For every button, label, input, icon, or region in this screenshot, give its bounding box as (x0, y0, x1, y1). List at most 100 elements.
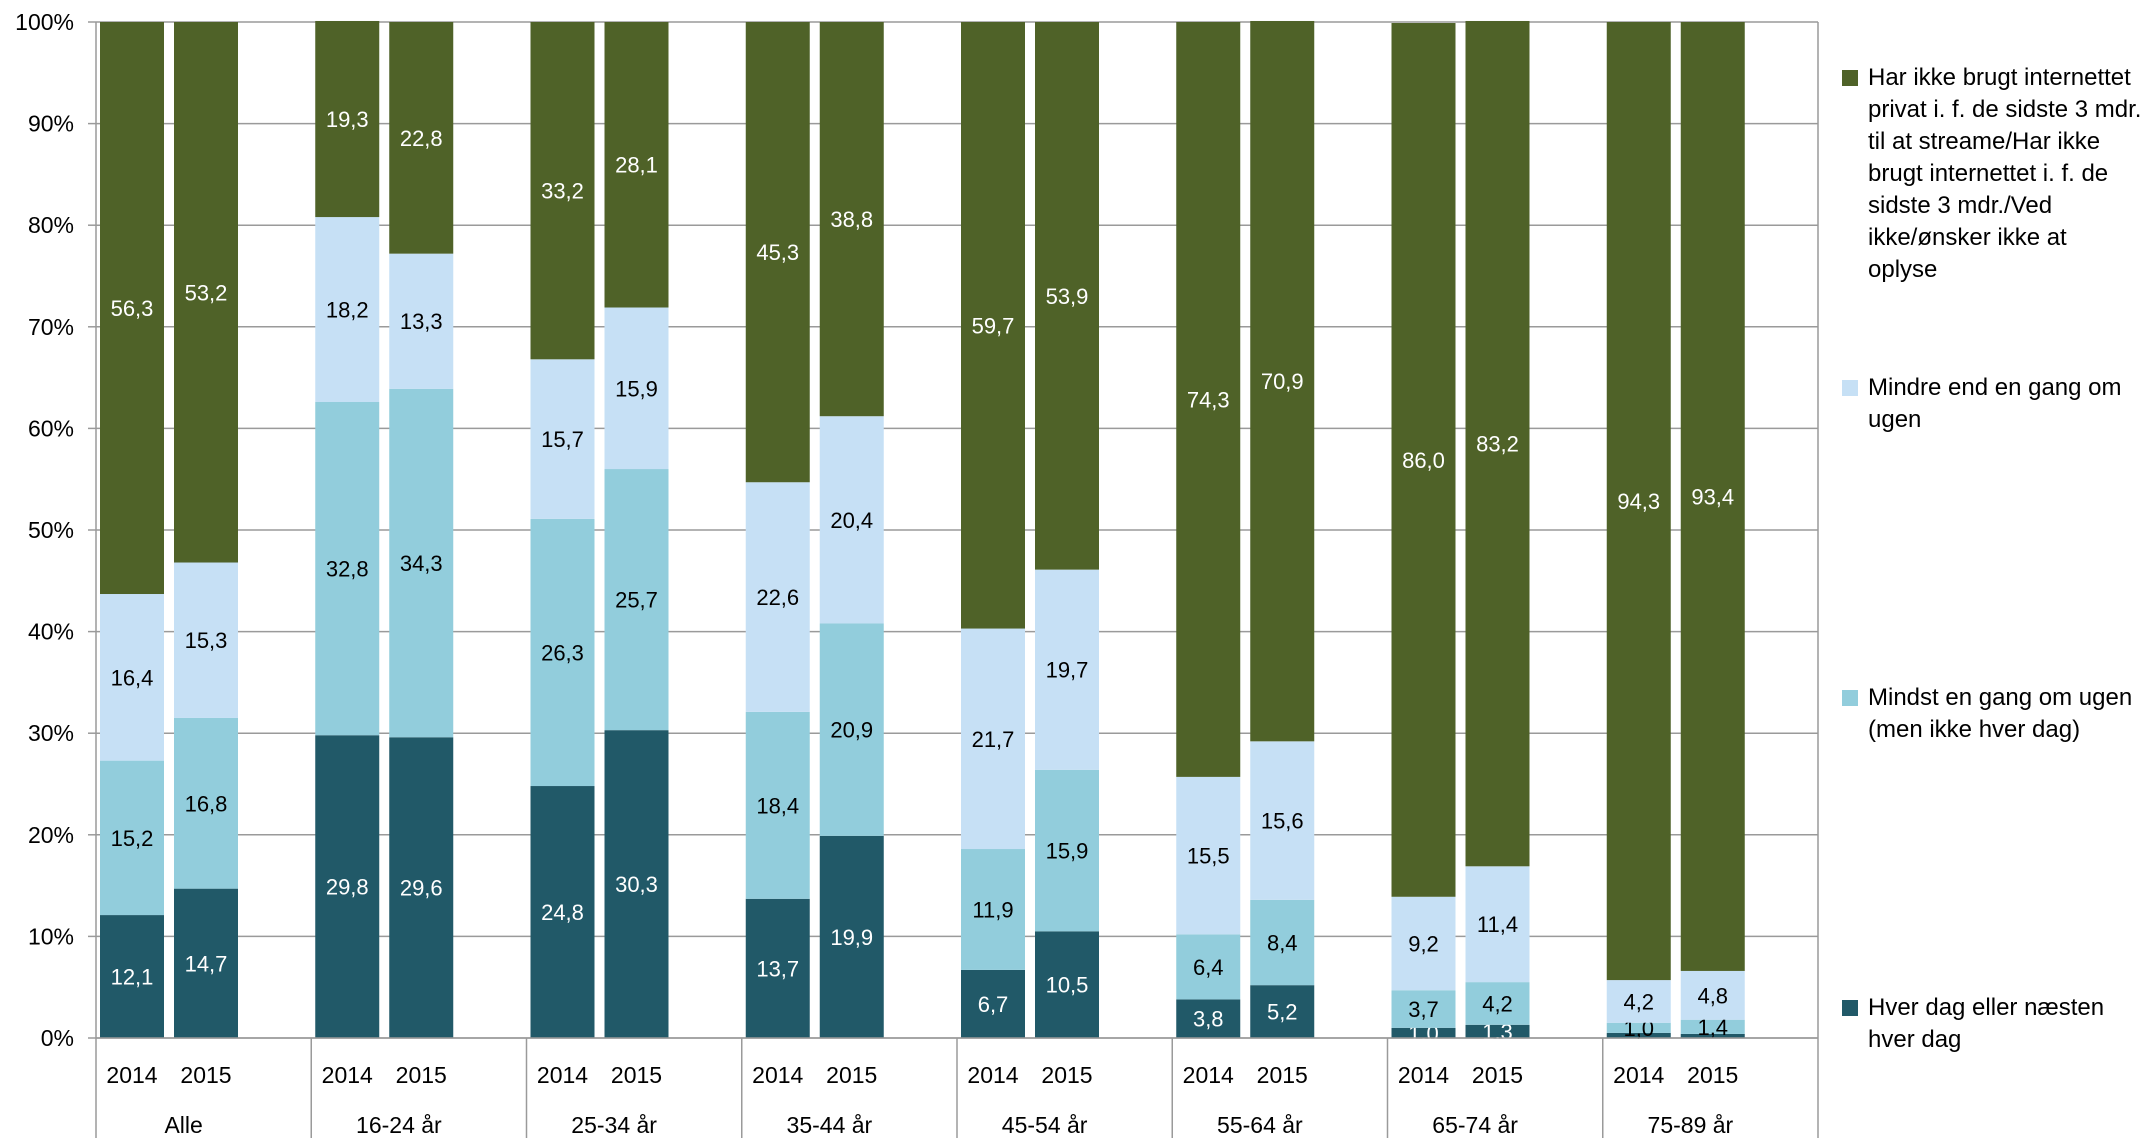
bar-segment (174, 717, 238, 889)
x-year-label: 2014 (967, 1062, 1018, 1088)
bar-segment (961, 969, 1025, 1038)
data-label: 53,9 (1046, 284, 1089, 309)
bar-segment (604, 22, 669, 308)
data-label: 33,2 (541, 179, 584, 204)
data-label: 25,7 (615, 588, 658, 613)
bar-segment (1391, 990, 1456, 1028)
x-year-label: 2014 (106, 1062, 157, 1088)
bar-segment (174, 22, 238, 563)
bar-segment (1680, 1033, 1745, 1038)
data-label: 94,3 (1617, 489, 1660, 514)
bar-segment (1176, 999, 1241, 1038)
bar-segment (100, 22, 164, 595)
data-label: 18,4 (756, 793, 799, 818)
x-year-label: 2015 (1257, 1062, 1308, 1088)
x-year-label: 2014 (752, 1062, 803, 1088)
bar-segment (961, 849, 1025, 970)
data-label: 9,2 (1408, 932, 1439, 957)
data-label: 12,1 (111, 965, 154, 990)
data-label: 28,1 (615, 153, 658, 178)
data-label: 53,2 (185, 280, 228, 305)
data-label: 15,2 (111, 826, 154, 851)
bar-segment (389, 388, 454, 738)
bar-segment (530, 518, 595, 787)
bar-segment (1465, 866, 1530, 983)
bar-segment (1606, 1032, 1671, 1038)
data-label: 32,8 (326, 557, 369, 582)
data-label: 29,8 (326, 875, 369, 900)
data-label: 15,9 (615, 376, 658, 401)
x-year-label: 2015 (826, 1062, 877, 1088)
y-tick-label: 80% (28, 212, 74, 238)
legend-swatch (1842, 70, 1858, 86)
bar-segment (961, 22, 1025, 629)
bar-segment (745, 482, 810, 712)
data-label: 10,5 (1046, 973, 1089, 998)
data-label: 18,2 (326, 298, 369, 323)
bar-segment (1250, 899, 1315, 986)
y-tick-label: 60% (28, 415, 74, 441)
bar-segment (1250, 985, 1315, 1038)
bar-segment (819, 22, 884, 417)
data-label: 22,6 (756, 585, 799, 610)
bar-segment (604, 307, 669, 470)
data-label: 74,3 (1187, 387, 1230, 412)
bar-segment (604, 469, 669, 731)
bar-segment (819, 416, 884, 624)
bar-segment (1606, 22, 1671, 981)
bar-segment (174, 562, 238, 718)
data-label: 15,6 (1261, 809, 1304, 834)
data-label: 22,8 (400, 126, 443, 151)
bar-segment (1391, 1027, 1456, 1038)
bar-segment (315, 20, 380, 218)
bar-segment (389, 253, 454, 389)
x-group-label: 75-89 år (1648, 1112, 1734, 1138)
bar-segment (1465, 982, 1530, 1025)
bar-segment (315, 735, 380, 1038)
data-label: 15,3 (185, 628, 228, 653)
x-year-label: 2015 (611, 1062, 662, 1088)
x-year-label: 2015 (1472, 1062, 1523, 1088)
stacked-bar-chart: 0% 10% 20% 30% 40% 50% 60% 70% 80% 90% 100% 12,1 15,… (15, 9, 1819, 1138)
bar-segment (530, 786, 595, 1038)
legend-swatch (1842, 1000, 1858, 1016)
data-label: 3,7 (1408, 997, 1439, 1022)
legend-label-line: til at streame/Har ikke (1868, 128, 2101, 155)
bar-segment (174, 888, 238, 1038)
data-label: 19,3 (326, 107, 369, 132)
y-tick-label: 10% (28, 923, 74, 949)
legend-label-line: brugt internettet i. f. de (1868, 160, 2109, 187)
data-label: 16,8 (185, 791, 228, 816)
bar-segment (745, 711, 810, 899)
data-label: 11,9 (972, 897, 1013, 922)
legend-label-line: sidste 3 mdr./Ved (1868, 192, 2053, 219)
data-label: 59,7 (972, 313, 1015, 338)
bar-segment (1606, 1022, 1671, 1033)
bar-segment (389, 22, 454, 254)
legend-label-line: (men ikke hver dag) (1868, 716, 2081, 743)
data-label: 15,9 (1046, 839, 1089, 864)
y-tick-label: 20% (28, 822, 74, 848)
data-label: 30,3 (615, 872, 658, 897)
bar-segment (1391, 23, 1456, 897)
bar-segment (1680, 22, 1745, 971)
x-group-label: 25-34 år (571, 1112, 657, 1138)
data-label: 5,2 (1267, 1000, 1298, 1025)
bar-segment (530, 359, 595, 519)
x-group-label: 65-74 år (1432, 1112, 1518, 1138)
data-label: 19,9 (830, 925, 873, 950)
legend-label-line: Mindst en gang om ugen (1868, 684, 2133, 711)
bar-segment (961, 628, 1025, 850)
legend-label-line: hver dag (1868, 1026, 1962, 1053)
y-tick-label: 70% (28, 314, 74, 340)
bar-segment (315, 401, 380, 736)
bar-segment (1035, 22, 1099, 570)
bar-segment (1465, 20, 1530, 867)
legend-label-line: ikke/ønsker ikke at oplyse (1868, 224, 2067, 283)
data-label: 34,3 (400, 551, 443, 576)
bar-segment (745, 898, 810, 1038)
legend-label-line: privat i. f. de sidste 3 mdr. (1868, 96, 2142, 123)
data-label: 11,4 (1477, 912, 1518, 937)
legend-label-line: Mindre end en gang om (1868, 374, 2122, 401)
y-tick-label: 90% (28, 111, 74, 137)
